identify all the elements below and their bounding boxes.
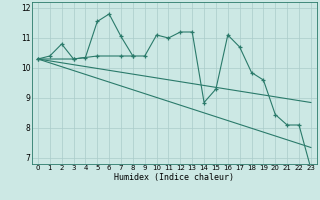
- X-axis label: Humidex (Indice chaleur): Humidex (Indice chaleur): [115, 173, 234, 182]
